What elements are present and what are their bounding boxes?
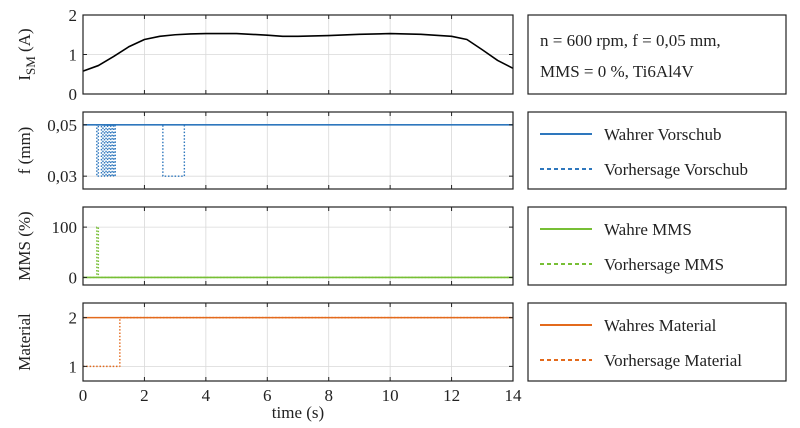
y-axis-label: f (mm) <box>15 127 34 175</box>
y-tick-label: 100 <box>52 218 78 237</box>
legend-entry: Wahres Material <box>604 316 717 335</box>
legend-current: n = 600 rpm, f = 0,05 mm, MMS = 0 %, Ti6A… <box>527 14 787 95</box>
legend-entry: Wahre MMS <box>604 220 692 239</box>
legend-box <box>527 302 787 382</box>
legend-box <box>527 206 787 286</box>
panel-current: 0 1 2 ISM (A) <box>15 6 514 104</box>
y-tick-label: 0,03 <box>47 167 77 186</box>
y-axis-label: Material <box>15 313 34 371</box>
legend-entry: Vorhersage Material <box>604 351 742 370</box>
y-tick-label: 1 <box>69 357 78 376</box>
y-tick-label: 0 <box>69 268 78 287</box>
x-tick-label: 14 <box>505 386 523 405</box>
legend-material: Wahres Material Vorhersage Material <box>527 302 787 382</box>
plot-frame <box>82 302 514 382</box>
x-tick-label: 0 <box>79 386 88 405</box>
legend-text: MMS = 0 %, Ti6Al4V <box>540 62 694 81</box>
x-tick-label: 6 <box>263 386 272 405</box>
series-line-mms-dotted <box>83 226 513 279</box>
x-tick-label: 12 <box>443 386 460 405</box>
y-tick-label: 0 <box>69 85 78 104</box>
legend-feed: Wahrer Vorschub Vorhersage Vorschub <box>527 111 787 190</box>
x-tick-label: 8 <box>324 386 333 405</box>
y-axis-label: ISM (A) <box>15 28 38 80</box>
series-line-material-dotted <box>83 316 513 368</box>
legend-box <box>527 111 787 190</box>
y-axis-label: MMS (%) <box>15 211 34 280</box>
legend-entry: Vorhersage Vorschub <box>604 160 748 179</box>
legend-entry: Vorhersage MMS <box>604 255 724 274</box>
panel-mms: 0 100 MMS (%) <box>15 206 514 287</box>
plot-frame <box>82 111 514 190</box>
x-tick-label: 2 <box>140 386 149 405</box>
y-tick-label: 2 <box>69 6 78 25</box>
legend-text: n = 600 rpm, f = 0,05 mm, <box>540 31 721 50</box>
x-tick-label: 4 <box>202 386 211 405</box>
series-line-current-solid <box>82 32 514 72</box>
y-tick-label: 2 <box>69 309 78 328</box>
legend-mms: Wahre MMS Vorhersage MMS <box>527 206 787 286</box>
legend-entry: Wahrer Vorschub <box>604 125 721 144</box>
legend-box <box>527 14 787 95</box>
plot-frame <box>82 206 514 286</box>
y-tick-label: 0,05 <box>47 116 77 135</box>
x-axis-label: time (s) <box>272 403 324 422</box>
y-tick-label: 1 <box>69 46 78 65</box>
series-line-feed-dotted <box>83 124 513 177</box>
panel-feed: 0,03 0,05 f (mm) <box>15 111 514 190</box>
x-tick-label: 10 <box>382 386 399 405</box>
